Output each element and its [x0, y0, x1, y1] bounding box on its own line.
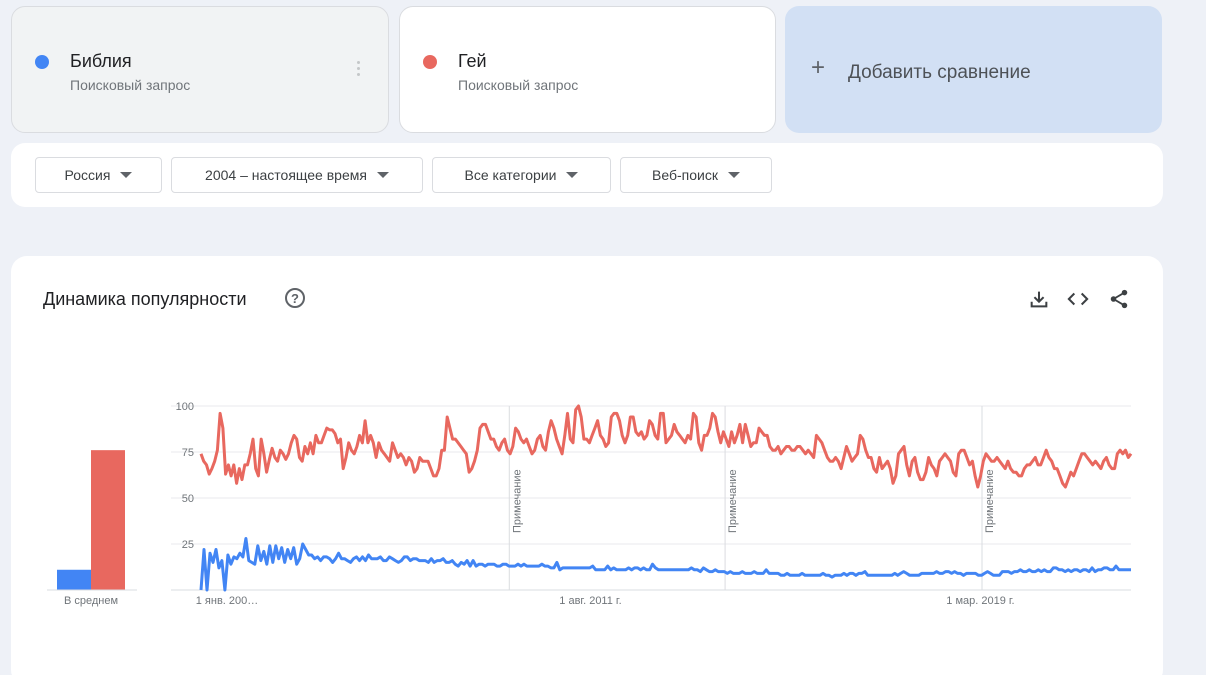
series-line	[199, 404, 1133, 489]
term-subtitle: Поисковый запрос	[458, 77, 579, 93]
average-label: В среднем	[64, 595, 118, 607]
term-name: Библия	[70, 51, 132, 71]
dropdown-arrow-icon	[566, 172, 579, 178]
x-date-label: 1 янв. 200…	[196, 595, 259, 607]
term-subtitle: Поисковый запрос	[70, 77, 191, 93]
share-icon[interactable]	[1108, 288, 1130, 310]
add-comparison-label: Добавить сравнение	[848, 62, 1031, 83]
x-date-label: 1 авг. 2011 г.	[559, 595, 621, 607]
y-tick-label: 75	[182, 447, 194, 459]
term-card-bible[interactable]: Библия Поисковый запрос	[11, 6, 389, 133]
download-icon[interactable]	[1028, 288, 1050, 310]
time-range-filter[interactable]: 2004 – настоящее время	[171, 157, 423, 193]
embed-code-icon[interactable]	[1067, 288, 1089, 310]
dropdown-arrow-icon	[727, 172, 740, 178]
note-label: Примечание	[727, 469, 739, 533]
help-icon[interactable]: ?	[285, 288, 305, 308]
more-vert-icon[interactable]	[356, 61, 362, 81]
region-filter[interactable]: Россия	[35, 157, 162, 193]
trend-chart[interactable]: 100 75 50 25 Примечание Примечание Примечание 1…	[11, 256, 1163, 675]
chart-title: Динамика популярности	[43, 289, 247, 309]
add-comparison-button[interactable]: + Добавить сравнение	[785, 6, 1162, 133]
term-card-gay[interactable]: Гей Поисковый запрос	[399, 6, 776, 133]
region-filter-label: Россия	[64, 167, 111, 183]
category-filter[interactable]: Все категории	[432, 157, 611, 193]
time-range-filter-label: 2004 – настоящее время	[205, 167, 367, 183]
series-line	[199, 537, 1131, 592]
average-bar	[57, 569, 91, 590]
plus-icon: +	[811, 54, 826, 81]
y-tick-label: 50	[182, 493, 194, 505]
interest-over-time-card: Динамика популярности ? 100 75 50 25 Примеча…	[11, 256, 1163, 675]
search-type-filter-label: Веб-поиск	[652, 167, 718, 183]
category-filter-label: Все категории	[464, 167, 557, 183]
average-bar	[91, 450, 125, 590]
term-color-dot	[423, 55, 437, 69]
y-tick-label: 25	[182, 539, 194, 551]
filter-bar: Россия 2004 – настоящее время Все катего…	[11, 143, 1163, 207]
term-color-dot	[35, 55, 49, 69]
search-type-filter[interactable]: Веб-поиск	[620, 157, 772, 193]
y-tick-label: 100	[176, 401, 194, 413]
term-name: Гей	[458, 51, 487, 71]
x-date-label: 1 мар. 2019 г.	[946, 595, 1014, 607]
note-label: Примечание	[511, 469, 523, 533]
note-label: Примечание	[984, 469, 996, 533]
dropdown-arrow-icon	[120, 172, 133, 178]
dropdown-arrow-icon	[376, 172, 389, 178]
